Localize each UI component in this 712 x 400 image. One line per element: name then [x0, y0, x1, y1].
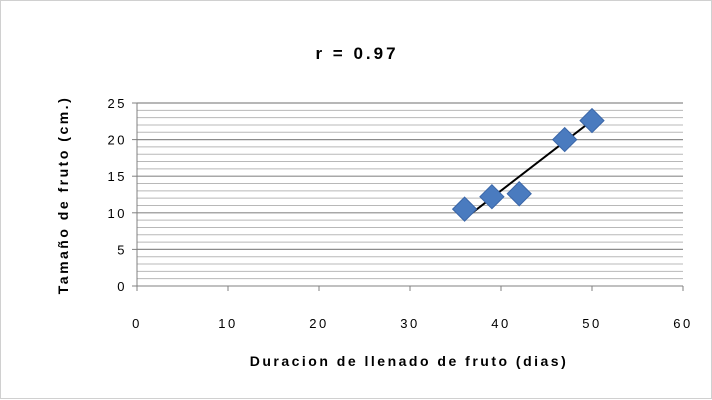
axis-layer — [132, 102, 684, 291]
x-axis-label: Duracion de llenado de fruto (dias) — [250, 353, 569, 369]
x-tick-label: 0 — [132, 316, 142, 331]
x-tick-label: 30 — [400, 316, 419, 331]
x-tick-label: 10 — [218, 316, 237, 331]
data-point-marker — [506, 181, 532, 207]
x-tick-label: 40 — [491, 316, 510, 331]
y-axis-label: Tamaño de fruto (cm.) — [55, 96, 71, 294]
x-tick-labels: 0 10 20 30 40 50 60 — [132, 316, 692, 331]
grid-layer — [137, 102, 683, 280]
x-tick-label: 60 — [673, 316, 692, 331]
y-tick-label: 20 — [108, 133, 127, 148]
y-tick-label: 0 — [117, 279, 127, 294]
y-tick-labels: 0 5 10 15 20 25 — [108, 96, 127, 294]
y-tick-label: 10 — [108, 206, 127, 221]
y-tick-label: 5 — [117, 242, 127, 257]
y-tick-label: 15 — [108, 169, 127, 184]
x-tick-label: 50 — [582, 316, 601, 331]
data-points — [451, 107, 605, 222]
data-point-marker — [451, 196, 478, 222]
data-point-marker — [579, 107, 605, 134]
data-point-marker — [479, 183, 505, 210]
x-tick-label: 20 — [309, 316, 328, 331]
chart-title: r = 0.97 — [315, 44, 398, 63]
y-tick-label: 25 — [108, 96, 127, 111]
data-point-marker — [551, 126, 578, 153]
